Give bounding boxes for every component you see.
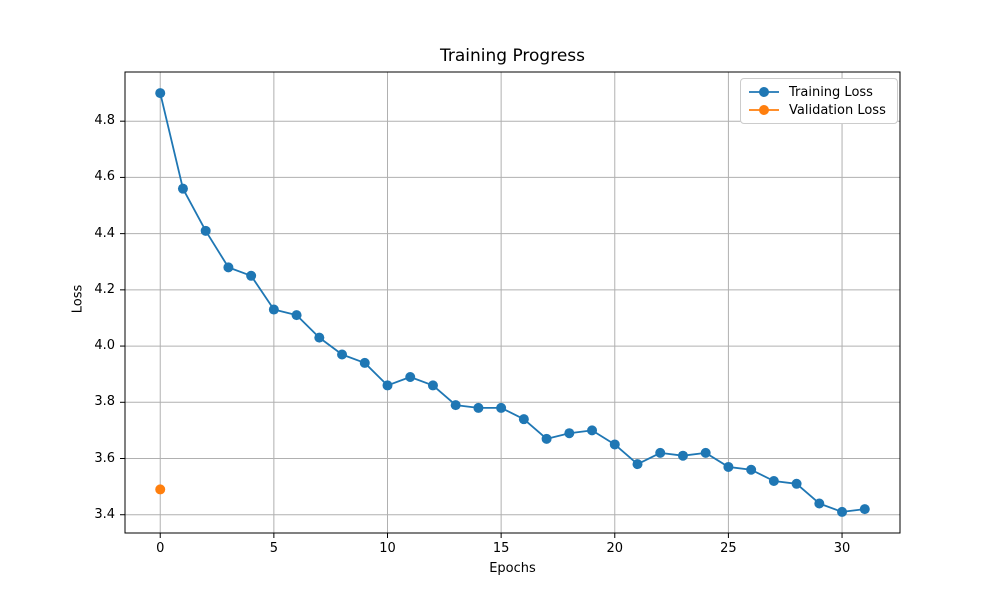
data-point-series-0 [359,357,370,368]
data-point-series-0 [382,380,393,391]
data-point-series-0 [268,304,279,315]
data-point-series-0 [450,400,461,411]
axes-frame [124,71,901,534]
data-point-series-0 [677,450,688,461]
data-point-series-0 [337,349,348,360]
y-tick-label: 3.4 [94,506,115,522]
data-point-series-1 [155,484,166,495]
y-tick-label: 3.8 [94,394,115,410]
legend-label: Training Loss [789,84,873,100]
data-point-series-0 [314,332,325,343]
data-point-series-0 [246,270,257,281]
data-point-series-0 [837,506,848,517]
data-point-series-0 [473,402,484,413]
legend-line-marker-sample [749,105,779,115]
data-point-series-0 [200,225,211,236]
data-point-series-0 [814,498,825,509]
data-point-series-0 [405,371,416,382]
data-point-series-0 [791,478,802,489]
data-point-series-0 [291,310,302,321]
y-tick-label: 4.4 [94,225,115,241]
y-tick-label: 4.0 [94,338,115,354]
data-point-series-0 [541,433,552,444]
data-point-series-0 [700,447,711,458]
legend: Training Loss Validation Loss [740,78,898,124]
data-point-series-0 [768,475,779,486]
data-point-series-0 [496,402,507,413]
y-tick-label: 4.8 [94,113,115,129]
x-tick-label: 5 [269,541,278,556]
data-point-series-0 [587,425,598,436]
y-tick-label: 4.2 [94,281,115,297]
legend-entry: Validation Loss [748,101,891,119]
y-tick-label: 4.6 [94,169,115,185]
series-line-0 [159,92,866,513]
data-point-series-0 [177,183,188,194]
legend-entry: Training Loss [748,83,891,101]
data-point-series-0 [564,428,575,439]
y-tick-label: 3.6 [94,450,115,466]
data-point-series-0 [427,380,438,391]
data-point-series-0 [518,414,529,425]
x-axis-label: Epochs [489,561,536,576]
x-tick-label: 10 [379,541,396,556]
x-tick-label: 0 [156,541,165,556]
x-tick-label: 25 [720,541,737,556]
data-point-series-0 [609,439,620,450]
legend-label: Validation Loss [789,102,886,118]
data-point-series-0 [859,504,870,515]
x-tick-label: 20 [606,541,624,556]
legend-line-marker-sample [749,87,779,97]
x-tick-label: 30 [833,541,851,556]
data-point-series-0 [223,262,234,273]
data-point-series-0 [655,447,666,458]
x-tick-label: 15 [492,541,510,556]
data-point-series-0 [632,459,643,470]
data-point-series-0 [155,88,166,99]
data-point-series-0 [723,461,734,472]
chart-title: Training Progress [439,46,586,66]
data-point-series-0 [746,464,757,475]
